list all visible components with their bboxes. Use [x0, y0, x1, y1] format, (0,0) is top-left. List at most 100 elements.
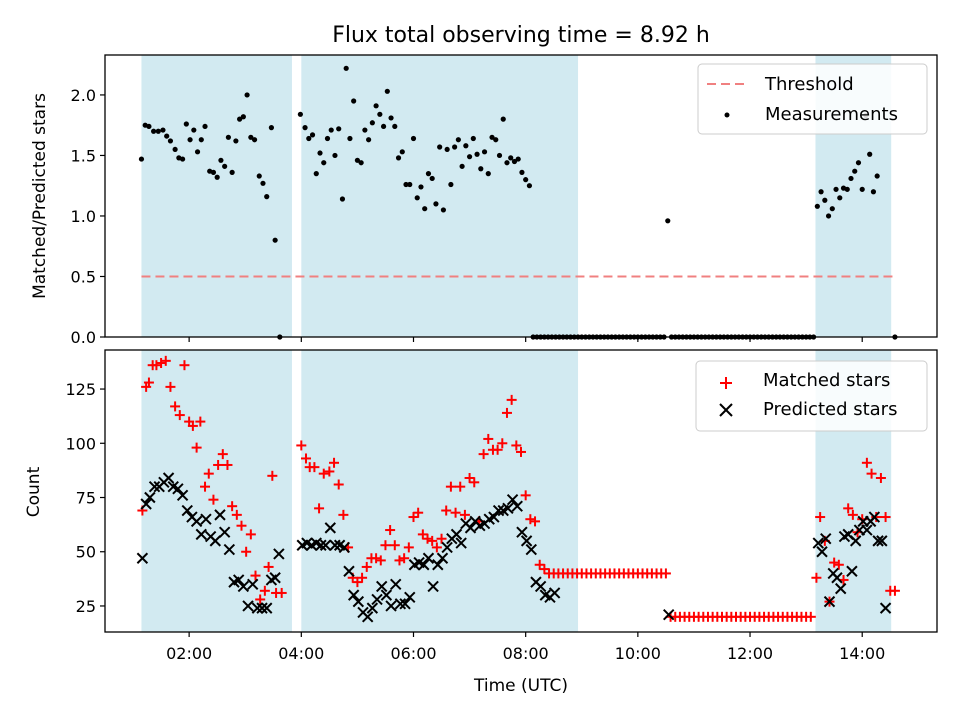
predicted-marker-b	[861, 524, 873, 536]
matched-star-point	[200, 481, 211, 492]
predicted-marker-b	[831, 572, 843, 584]
matched-star-point	[267, 470, 278, 481]
measurement-point	[336, 126, 342, 132]
matched-star-point	[217, 449, 228, 460]
matched-star-point	[501, 407, 512, 418]
predicted-star-point	[218, 526, 231, 538]
predicted-star-point	[209, 535, 222, 547]
measurement-point	[229, 169, 235, 175]
matched-star-point	[309, 462, 320, 473]
predicted-star-point	[343, 565, 355, 577]
predicted-star-point	[455, 537, 467, 549]
measurement-point	[829, 206, 835, 212]
measurement-point	[448, 181, 454, 188]
predicted-marker-b	[256, 602, 268, 614]
matched-star-point	[160, 355, 171, 366]
measurement-point	[855, 160, 862, 166]
bottom-y-tick-label: 25	[76, 597, 96, 616]
measurement-point	[160, 127, 166, 133]
predicted-star-point	[662, 608, 675, 621]
predicted-marker-b	[422, 552, 435, 564]
matched-star-point	[187, 420, 198, 431]
predicted-marker-b	[352, 595, 365, 608]
predicted-star-point	[366, 602, 379, 614]
predicted-star-point	[525, 543, 537, 556]
predicted-star-point	[140, 498, 152, 510]
measurement-point	[818, 189, 824, 195]
matched-star-point	[296, 440, 307, 451]
bottom-y-axis-label: Count	[24, 466, 44, 517]
predicted-marker-b	[376, 580, 388, 593]
measurement-point	[395, 155, 402, 161]
predicted-marker-b	[242, 600, 254, 612]
predicted-marker-b	[534, 580, 547, 593]
legend-predicted-swatch	[719, 403, 733, 417]
measurement-point	[264, 194, 270, 200]
matched-star-point	[441, 505, 452, 516]
matched-star-point	[385, 525, 396, 536]
matched-star-point	[324, 466, 335, 477]
measurement-point	[485, 171, 491, 177]
matched-star-point	[516, 446, 526, 457]
predicted-marker-b	[232, 574, 245, 586]
predicted-star-point	[436, 552, 449, 564]
measurement-point	[380, 123, 387, 130]
predicted-marker-b	[450, 528, 463, 541]
predicted-marker-b	[261, 602, 273, 614]
measurement-point	[172, 146, 178, 153]
shaded-interval	[301, 55, 579, 337]
matched-star-point	[520, 490, 531, 501]
predicted-star-point	[872, 535, 884, 547]
predicted-star-point	[464, 522, 477, 534]
matched-star-point	[833, 559, 844, 570]
measurement-point	[191, 127, 197, 133]
matched-star-point	[459, 509, 470, 520]
predicted-marker-b	[390, 578, 402, 590]
measurement-point	[233, 138, 239, 144]
measurement-point	[194, 149, 201, 155]
top-y-tick-label: 0.0	[71, 328, 96, 347]
measurement-point	[403, 181, 409, 188]
top-y-tick-label: 1.5	[71, 146, 96, 165]
predicted-marker-b	[319, 539, 332, 551]
matched-star-point	[389, 540, 400, 551]
bottom-legend: Matched stars Predicted stars	[695, 360, 928, 432]
predicted-star-point	[394, 598, 407, 610]
legend-measurements-label: Measurements	[765, 104, 898, 125]
predicted-marker-b	[876, 535, 888, 547]
matched-star-point	[357, 572, 368, 583]
legend-measurements-swatch	[724, 112, 730, 118]
matched-star-point	[259, 585, 270, 596]
predicted-marker-b	[662, 608, 675, 621]
predicted-marker-b	[310, 537, 322, 549]
measurement-point	[332, 152, 338, 159]
predicted-star-point	[516, 526, 528, 538]
matched-star-point	[875, 472, 886, 483]
predicted-star-point	[823, 595, 836, 608]
top-y-tick-label: 2.0	[71, 86, 96, 105]
measurement-point	[351, 98, 357, 104]
matched-star-point	[847, 509, 858, 520]
matched-star-point	[156, 358, 167, 369]
predicted-marker-b	[464, 522, 477, 534]
matched-star-point	[375, 555, 386, 566]
matched-star-point	[478, 449, 489, 460]
matched-star-point	[408, 512, 419, 523]
measurement-point	[198, 137, 204, 143]
predicted-star-point	[242, 600, 254, 612]
measurement-point	[202, 123, 208, 130]
predicted-marker-b	[502, 502, 514, 515]
measurement-point	[313, 171, 319, 177]
predicted-marker-b	[511, 500, 523, 512]
bottom-axes-frame	[104, 349, 938, 633]
matched-star-point	[492, 444, 503, 455]
predicted-star-point	[876, 535, 888, 547]
measurement-point	[481, 149, 488, 155]
measurement-point	[455, 137, 461, 143]
matched-star-point	[861, 457, 872, 468]
top-axes-frame	[104, 54, 938, 338]
predicted-star-point	[404, 591, 416, 603]
measurement-point	[814, 203, 820, 209]
matched-star-point	[329, 457, 340, 468]
predicted-star-point	[338, 541, 351, 554]
